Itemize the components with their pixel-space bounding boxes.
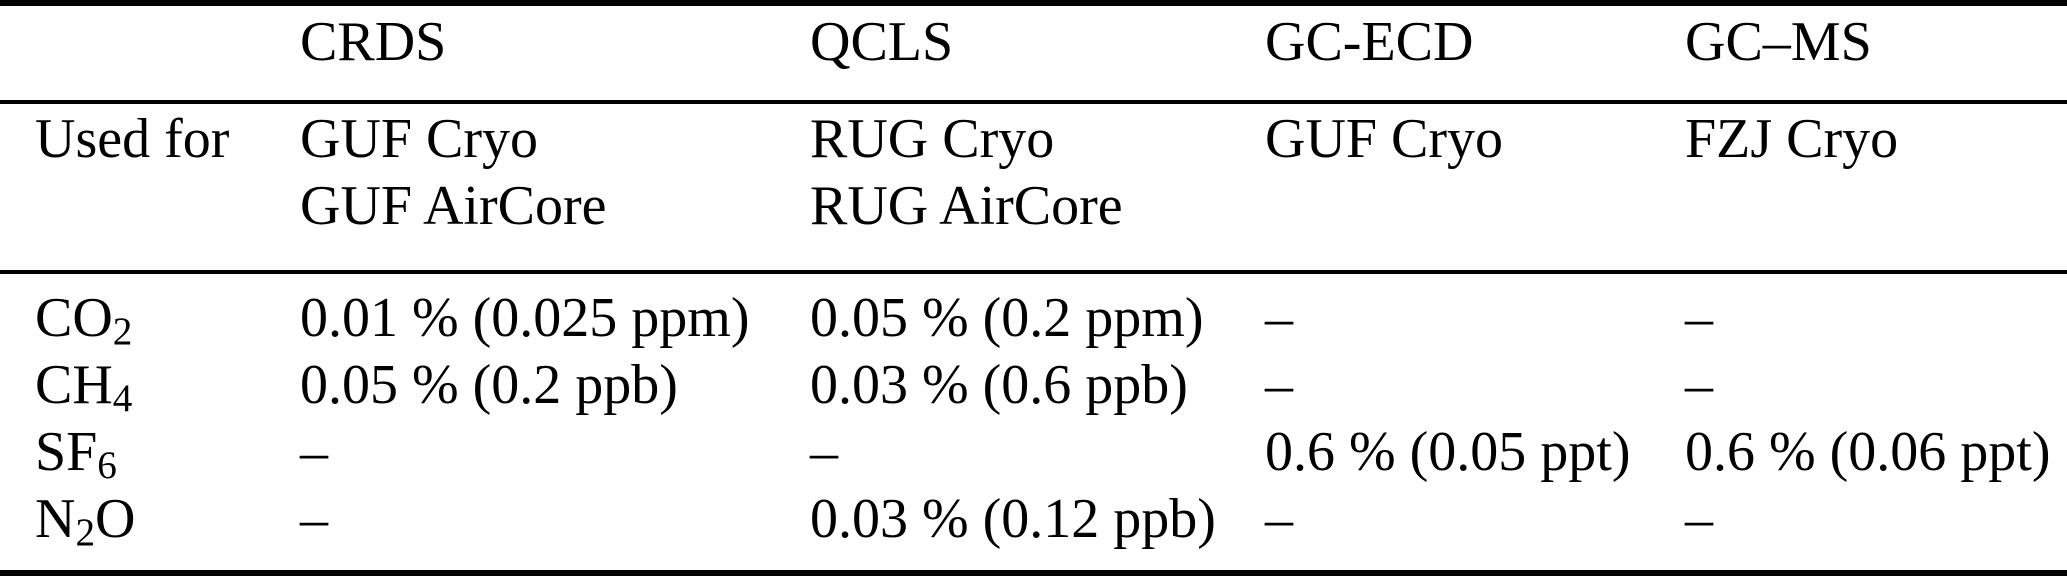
value-cell: 0.05 % (0.2 ppb) [300, 354, 678, 416]
used-for-cell-gcms: FZJ Cryo [1685, 102, 2067, 274]
header-gcms: GC–MS [1685, 3, 2067, 104]
formula-subscript: 2 [75, 510, 96, 554]
value-cell: 0.01 % (0.025 ppm) [300, 287, 750, 349]
value-cell: 0.03 % (0.6 ppb) [810, 354, 1188, 416]
used-for-line-2: GUF AirCore [300, 175, 607, 237]
species-row-sf6: SF6 – – 0.6 % (0.05 ppt) 0.6 % (0.06 ppt… [0, 419, 2067, 486]
formula-text: CO [35, 287, 113, 349]
formula-text: SF [35, 421, 98, 483]
species-row-ch4: CH4 0.05 % (0.2 ppb) 0.03 % (0.6 ppb) – … [0, 352, 2067, 419]
value-cell: – [810, 421, 838, 483]
formula-subscript: 6 [97, 443, 117, 487]
value-cell: – [1685, 287, 1713, 349]
value-cell: – [1685, 354, 1713, 416]
value-cell: 0.05 % (0.2 ppm) [810, 287, 1204, 349]
header-qcls: QCLS [810, 3, 1265, 104]
formula-subscript: 4 [112, 376, 133, 420]
header-row: CRDS QCLS GC-ECD GC–MS [0, 3, 2067, 104]
used-for-cell-crds: GUF Cryo GUF AirCore [300, 102, 810, 274]
used-for-label: Used for [0, 102, 300, 274]
header-crds: CRDS [300, 3, 810, 104]
value-cell: – [300, 421, 328, 483]
value-cell: 0.6 % (0.06 ppt) [1685, 421, 2051, 483]
value-cell: 0.6 % (0.05 ppt) [1265, 421, 1631, 483]
used-for-line-2: RUG AirCore [810, 175, 1123, 237]
value-cell: – [300, 488, 328, 550]
species-row-n2o: N2O – 0.03 % (0.12 ppb) – – [0, 486, 2067, 573]
formula-text: O [95, 488, 136, 550]
used-for-line-1: GUF Cryo [300, 108, 539, 170]
used-for-cell-qcls: RUG Cryo RUG AirCore [810, 102, 1265, 274]
value-cell: – [1265, 287, 1293, 349]
value-cell: – [1265, 488, 1293, 550]
formula-subscript: 2 [112, 309, 133, 353]
used-for-line-1: FZJ Cryo [1685, 108, 1899, 170]
species-row-co2: CO2 0.01 % (0.025 ppm) 0.05 % (0.2 ppm) … [0, 272, 2067, 352]
formula-text: CH [35, 354, 113, 416]
value-cell: – [1685, 488, 1713, 550]
used-for-line-1: RUG Cryo [810, 108, 1055, 170]
used-for-row: Used for GUF Cryo GUF AirCore RUG Cryo R… [0, 102, 2067, 274]
used-for-cell-gcecd: GUF Cryo [1265, 102, 1685, 274]
value-cell: – [1265, 354, 1293, 416]
species-formula-n2o: N2O [0, 486, 300, 573]
species-formula-co2: CO2 [0, 272, 300, 352]
header-empty-cell [0, 3, 300, 104]
species-formula-sf6: SF6 [0, 419, 300, 486]
used-for-line-1: GUF Cryo [1265, 108, 1504, 170]
formula-text: N [35, 488, 76, 550]
value-cell: 0.03 % (0.12 ppb) [810, 488, 1216, 550]
species-formula-ch4: CH4 [0, 352, 300, 419]
header-gcecd: GC-ECD [1265, 3, 1685, 104]
